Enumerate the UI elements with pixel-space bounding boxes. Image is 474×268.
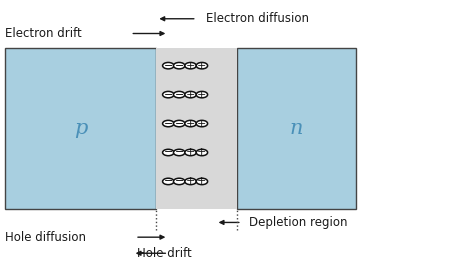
Circle shape [185,120,196,127]
Text: +: + [186,90,195,100]
Bar [237,48,356,209]
Text: −: − [164,147,173,158]
Circle shape [163,91,174,98]
Text: −: − [174,147,184,158]
Text: n: n [290,119,303,138]
Circle shape [185,178,196,185]
Text: −: − [174,90,184,100]
Bar [5,48,156,209]
Circle shape [196,91,208,98]
Text: +: + [186,61,195,71]
Circle shape [173,178,185,185]
Circle shape [185,91,196,98]
Text: Electron drift: Electron drift [5,27,82,40]
Circle shape [196,178,208,185]
Text: −: − [164,118,173,129]
Text: p: p [74,119,87,138]
Text: −: − [174,118,184,129]
Circle shape [173,120,185,127]
Text: Hole drift: Hole drift [137,247,192,260]
Circle shape [185,149,196,156]
Text: Depletion region: Depletion region [249,216,347,229]
Text: +: + [197,90,207,100]
Text: +: + [197,118,207,129]
Circle shape [163,120,174,127]
Circle shape [173,62,185,69]
Text: Electron diffusion: Electron diffusion [206,12,309,25]
Circle shape [173,149,185,156]
Text: +: + [197,147,207,158]
Circle shape [173,91,185,98]
Text: +: + [186,147,195,158]
Circle shape [196,62,208,69]
Circle shape [185,62,196,69]
Text: −: − [174,176,184,187]
Text: Hole diffusion: Hole diffusion [5,231,86,244]
Circle shape [163,149,174,156]
Circle shape [163,62,174,69]
Text: +: + [186,176,195,187]
Text: −: − [164,90,173,100]
Text: +: + [197,61,207,71]
Circle shape [196,149,208,156]
Text: −: − [164,61,173,71]
Circle shape [163,178,174,185]
Circle shape [196,120,208,127]
Text: +: + [197,176,207,187]
Text: +: + [186,118,195,129]
Text: −: − [164,176,173,187]
Text: −: − [174,61,184,71]
Bar [156,48,237,209]
